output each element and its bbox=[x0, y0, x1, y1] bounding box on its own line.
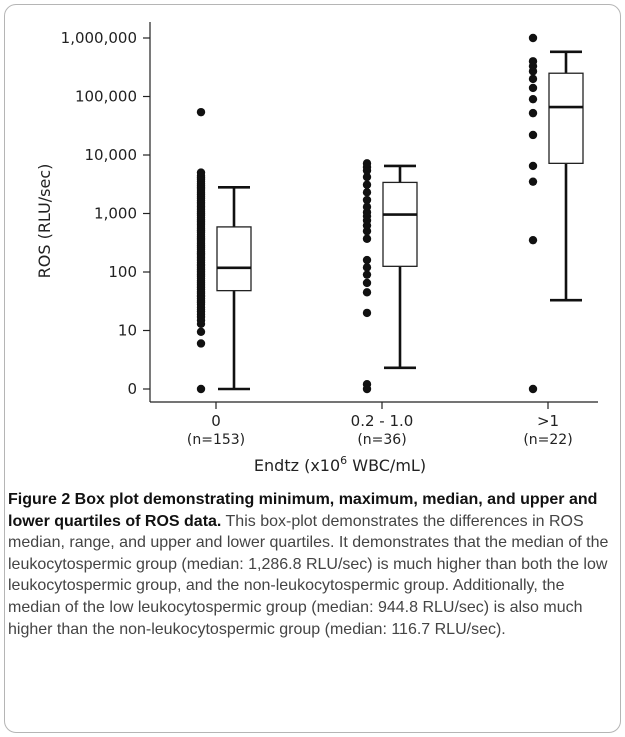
data-point bbox=[362, 159, 372, 168]
data-point bbox=[528, 33, 538, 43]
iqr-box bbox=[216, 226, 252, 292]
group-n-label: (n=22) bbox=[523, 432, 572, 448]
data-point bbox=[362, 255, 372, 265]
data-point bbox=[362, 202, 372, 212]
x-axis-label: Endtz (x106 WBC/mL) bbox=[254, 454, 426, 475]
data-point bbox=[528, 130, 538, 140]
data-point bbox=[362, 234, 372, 243]
x-tick-label: 0.2 - 1.0 bbox=[351, 412, 414, 430]
data-point bbox=[528, 177, 538, 186]
y-tick-label: 10,000 bbox=[85, 146, 138, 164]
data-point bbox=[528, 74, 538, 84]
data-point bbox=[362, 188, 372, 197]
data-point bbox=[196, 384, 206, 394]
data-point bbox=[528, 161, 538, 171]
figure-caption: Figure 2 Box plot demonstrating minimum,… bbox=[8, 489, 616, 640]
iqr-box bbox=[382, 181, 418, 267]
data-point bbox=[362, 278, 372, 288]
data-point bbox=[196, 327, 206, 337]
data-point bbox=[528, 94, 538, 104]
boxes-layer bbox=[216, 50, 584, 391]
data-point bbox=[362, 180, 372, 189]
data-point bbox=[362, 263, 372, 272]
data-point bbox=[362, 270, 372, 279]
y-tick-label: 10 bbox=[118, 322, 137, 340]
y-tick-label: 0 bbox=[127, 380, 137, 398]
data-point bbox=[528, 108, 538, 118]
y-tick-label: 100,000 bbox=[75, 88, 137, 106]
x-tick-label: 0 bbox=[211, 412, 221, 430]
axes-layer: 0 10 100 1,000 10,000 100,000 1,000,000 0 (n=153… bbox=[61, 22, 598, 448]
data-point bbox=[528, 235, 538, 245]
y-axis-label: ROS (RLU/sec) bbox=[35, 164, 54, 279]
data-point bbox=[528, 384, 538, 394]
data-point bbox=[528, 57, 538, 66]
group-n-label: (n=36) bbox=[357, 432, 406, 448]
box-plot-chart: 0 10 100 1,000 10,000 100,000 1,000,000 0 (n=153… bbox=[35, 22, 598, 475]
data-point bbox=[362, 172, 372, 182]
figure-frame bbox=[4, 4, 621, 733]
data-point bbox=[362, 195, 372, 205]
data-point bbox=[196, 339, 206, 348]
y-tick-label: 1,000,000 bbox=[61, 29, 137, 47]
y-tick-label: 1,000 bbox=[94, 205, 137, 223]
group-n-label: (n=153) bbox=[187, 432, 245, 448]
data-point bbox=[528, 83, 538, 93]
iqr-box bbox=[548, 72, 584, 164]
data-point bbox=[362, 384, 372, 394]
data-point bbox=[362, 288, 372, 297]
caption-body: This box-plot demonstrates the differenc… bbox=[8, 512, 609, 638]
y-tick-label: 100 bbox=[108, 263, 137, 281]
x-tick-label: >1 bbox=[537, 412, 559, 430]
data-point bbox=[196, 168, 206, 177]
caption-title: Figure 2 Box plot demonstrating minimum,… bbox=[8, 491, 598, 530]
data-point bbox=[196, 107, 206, 117]
data-point bbox=[362, 308, 372, 318]
points-layer bbox=[196, 33, 538, 394]
